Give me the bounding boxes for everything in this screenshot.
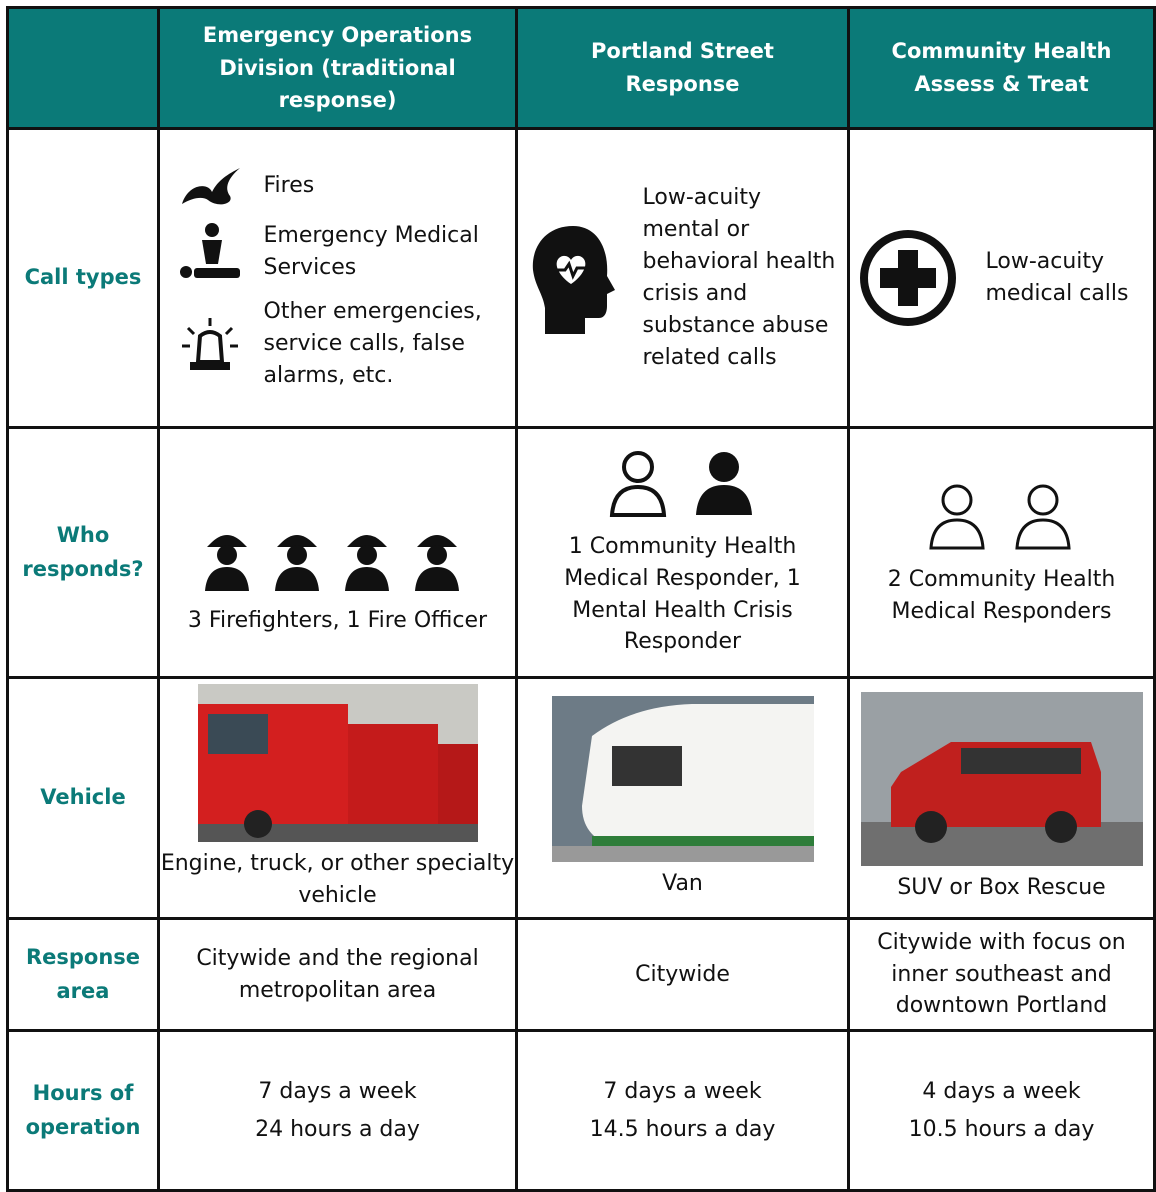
cell: 2 Community Health Medical Responders xyxy=(850,429,1153,676)
vehicle: Engine, truck, or other specialty vehicl… xyxy=(160,851,515,908)
hours: 10.5 hours a day xyxy=(908,1116,1095,1142)
cell: Fires Emergency Medical Services Other e… xyxy=(160,130,515,426)
call-type: Low-acuity medical calls xyxy=(985,249,1129,306)
van-photo xyxy=(551,696,814,863)
cell: Low-acuity mental or behavioral health c… xyxy=(518,130,847,426)
responder-icon xyxy=(928,484,1071,550)
cell: Citywide with focus on inner southeast a… xyxy=(850,920,1153,1029)
call-item: Fires xyxy=(178,164,498,208)
responder-icons xyxy=(608,447,758,517)
hours: 24 hours a day xyxy=(255,1116,420,1142)
responders: 1 Community Health Medical Responder, 1 … xyxy=(564,533,801,655)
cell: 4 days a week 10.5 hours a day xyxy=(850,1032,1153,1189)
row-label: Hours of operation xyxy=(9,1032,157,1189)
cpr-icon xyxy=(179,223,240,279)
responder-icon xyxy=(609,450,752,517)
cell: Citywide xyxy=(518,920,847,1029)
corner-cell xyxy=(9,9,157,127)
vehicle: Van xyxy=(662,871,703,897)
row-label: Call types xyxy=(9,130,157,426)
cell: SUV or Box Rescue xyxy=(850,679,1153,917)
row-label: Who responds? xyxy=(9,429,157,676)
column-header: Community Health Assess & Treat xyxy=(850,9,1153,127)
medical-cross-icon xyxy=(859,230,956,326)
firefighter-icons xyxy=(203,529,473,591)
cell: 7 days a week 24 hours a day xyxy=(160,1032,515,1189)
fire-engine-photo xyxy=(197,684,478,843)
call-type: Other emergencies, service calls, false … xyxy=(263,299,482,388)
hours: 4 days a week xyxy=(922,1079,1081,1105)
hours: 7 days a week xyxy=(603,1079,762,1105)
row-label: Response area xyxy=(9,920,157,1029)
mental-health-icon xyxy=(532,226,615,334)
call-type: Low-acuity mental or behavioral health c… xyxy=(642,185,836,370)
comparison-table: Emergency Operations Division (tradition… xyxy=(6,6,1156,1192)
response-area: Citywide xyxy=(635,961,730,987)
call-item: Other emergencies, service calls, false … xyxy=(178,296,498,392)
responders: 3 Firefighters, 1 Fire Officer xyxy=(187,607,488,633)
hours: 14.5 hours a day xyxy=(589,1116,776,1142)
alarm-icon xyxy=(181,317,238,370)
responders: 2 Community Health Medical Responders xyxy=(887,566,1116,624)
call-type: Fires xyxy=(263,173,315,199)
call-type: Emergency Medical Services xyxy=(263,223,479,281)
fire-icon xyxy=(181,168,240,205)
suv-photo xyxy=(860,692,1143,867)
responder-icons xyxy=(927,478,1077,550)
row-label: Vehicle xyxy=(9,679,157,917)
response-area: Citywide and the regional metropolitan a… xyxy=(196,945,479,1003)
cell: 3 Firefighters, 1 Fire Officer xyxy=(160,429,515,676)
cell: Citywide and the regional metropolitan a… xyxy=(160,920,515,1029)
hours: 7 days a week xyxy=(258,1079,417,1105)
vehicle: SUV or Box Rescue xyxy=(897,875,1106,901)
cell: Low-acuity medical calls xyxy=(850,130,1153,426)
call-item: Emergency Medical Services xyxy=(178,220,498,284)
cell: Van xyxy=(518,679,847,917)
column-header: Emergency Operations Division (tradition… xyxy=(160,9,515,127)
cell: Engine, truck, or other specialty vehicl… xyxy=(160,679,515,917)
column-header: Portland Street Response xyxy=(518,9,847,127)
cell: 7 days a week 14.5 hours a day xyxy=(518,1032,847,1189)
firefighter-icon xyxy=(204,534,459,591)
cell: 1 Community Health Medical Responder, 1 … xyxy=(518,429,847,676)
response-area: Citywide with focus on inner southeast a… xyxy=(877,929,1126,1019)
